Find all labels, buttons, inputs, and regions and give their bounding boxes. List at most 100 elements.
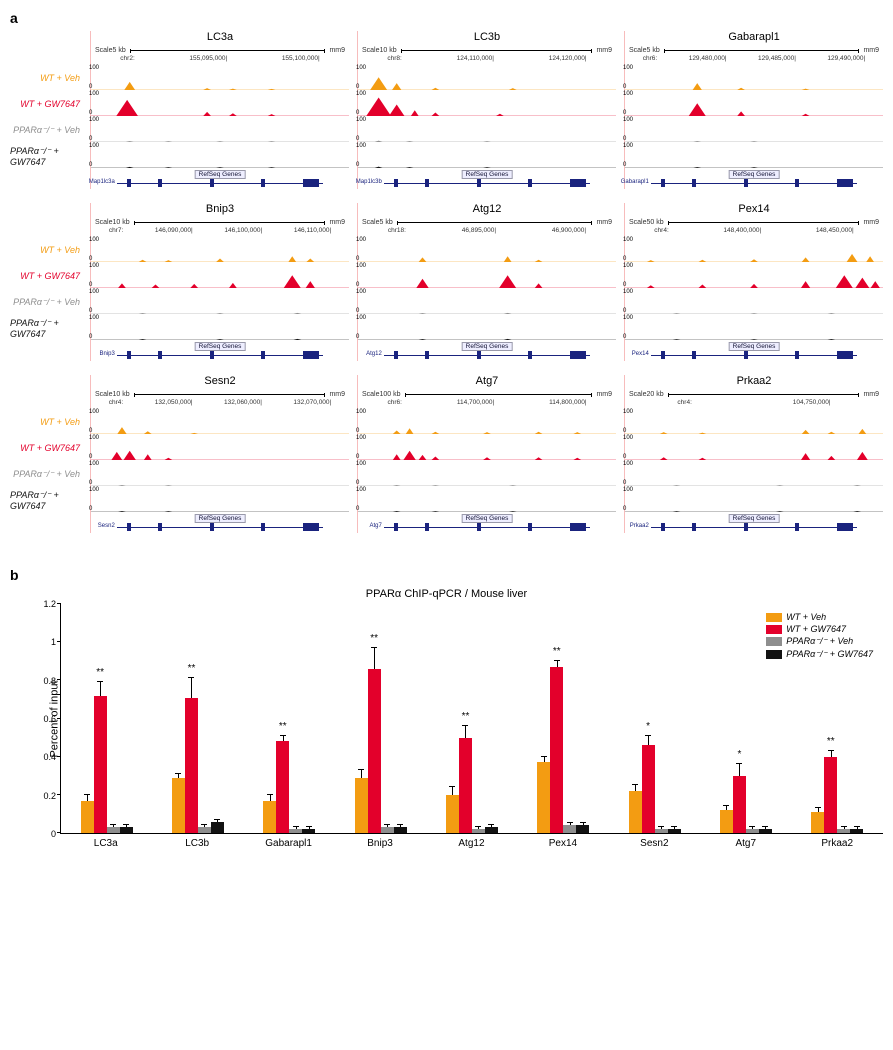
scale-row: Scale10 kbmm9 [91, 389, 349, 399]
chipseq-track: 1000 [91, 263, 349, 289]
gene-title: LC3a [91, 31, 349, 45]
gene-title: Pex14 [625, 203, 883, 217]
bar [198, 827, 211, 833]
coord-row: chr7:146,090,000|146,100,000|146,110,000… [91, 227, 349, 237]
coord-row: chr4:148,400,000|148,450,000| [625, 227, 883, 237]
refseq-track: RefSeq GenesAtg12 [358, 341, 616, 361]
condition-label: PPARα⁻/⁻ + Veh [10, 117, 82, 143]
significance-marker: ** [96, 667, 104, 678]
bar: ** [459, 738, 472, 833]
chipseq-track: 1000 [625, 91, 883, 117]
coord-row: chr6:129,480,000|129,485,000|129,490,000… [625, 55, 883, 65]
bar-group: ** [244, 604, 335, 833]
bar-group: * [609, 604, 700, 833]
gene-panel: Sesn2Scale10 kbmm9chr4:132,050,000|132,0… [90, 375, 349, 533]
gene-panel: LC3aScale5 kbmm9chr2:155,095,000|155,100… [90, 31, 349, 189]
bar [81, 801, 94, 833]
chipseq-track: 1000 [625, 409, 883, 435]
chipseq-track: 1000 [625, 289, 883, 315]
refseq-track: RefSeq GenesMap1lc3b [358, 169, 616, 189]
y-tick-label: 0.6 [43, 714, 56, 724]
condition-labels: WT + VehWT + GW7647PPARα⁻/⁻ + VehPPARα⁻/… [10, 375, 82, 533]
chipseq-track: 1000 [91, 143, 349, 169]
chipseq-track: 1000 [91, 487, 349, 513]
significance-marker: * [738, 749, 742, 760]
bar [120, 827, 133, 833]
y-tick-label: 0.4 [43, 752, 56, 762]
gene-title: LC3b [358, 31, 616, 45]
significance-marker: * [646, 721, 650, 732]
bar-group: ** [426, 604, 517, 833]
refseq-track: RefSeq GenesBnip3 [91, 341, 349, 361]
bar [172, 778, 185, 833]
condition-label: WT + Veh [10, 65, 82, 91]
bar [720, 810, 733, 833]
condition-label: WT + GW7647 [10, 435, 82, 461]
gene-title: Bnip3 [91, 203, 349, 217]
x-axis-label: Gabarapl1 [243, 834, 334, 849]
y-tick-label: 0.2 [43, 791, 56, 801]
gene-panel: Pex14Scale50 kbmm9chr4:148,400,000|148,4… [624, 203, 883, 361]
panel-b-label: b [10, 567, 883, 583]
condition-label: PPARα⁻/⁻ + Veh [10, 461, 82, 487]
bar-group: ** [792, 604, 883, 833]
refseq-track: RefSeq GenesMap1lc3a [91, 169, 349, 189]
gene-panel: LC3bScale10 kbmm9chr8:124,110,000|124,12… [357, 31, 616, 189]
bar-group: ** [518, 604, 609, 833]
bar [355, 778, 368, 833]
chipseq-track: 1000 [358, 315, 616, 341]
chipseq-track: 1000 [91, 461, 349, 487]
gene-panel: Atg7Scale100 kbmm9chr6:114,700,000|114,8… [357, 375, 616, 533]
bar: * [642, 745, 655, 833]
refseq-track: RefSeq GenesPex14 [625, 341, 883, 361]
x-axis-labels: LC3aLC3bGabarapl1Bnip3Atg12Pex14Sesn2Atg… [60, 834, 883, 849]
panel-a: WT + VehWT + GW7647PPARα⁻/⁻ + VehPPARα⁻/… [10, 31, 883, 547]
bar: * [733, 776, 746, 833]
bar [485, 827, 498, 833]
bar [563, 825, 576, 833]
bar [394, 827, 407, 833]
bar: ** [185, 698, 198, 833]
bar: ** [824, 757, 837, 833]
browser-row: WT + VehWT + GW7647PPARα⁻/⁻ + VehPPARα⁻/… [10, 31, 883, 189]
scale-row: Scale20 kbmm9 [625, 389, 883, 399]
chipseq-track: 1000 [91, 237, 349, 263]
chipseq-track: 1000 [625, 65, 883, 91]
browser-row: WT + VehWT + GW7647PPARα⁻/⁻ + VehPPARα⁻/… [10, 203, 883, 361]
condition-label: WT + Veh [10, 237, 82, 263]
y-tick-label: 0 [51, 829, 56, 839]
browser-row: WT + VehWT + GW7647PPARα⁻/⁻ + VehPPARα⁻/… [10, 375, 883, 533]
chipseq-track: 1000 [358, 263, 616, 289]
scale-row: Scale100 kbmm9 [358, 389, 616, 399]
significance-marker: ** [188, 663, 196, 674]
x-axis-label: Pex14 [517, 834, 608, 849]
bar: ** [368, 669, 381, 833]
bar [446, 795, 459, 833]
gene-title: Atg7 [358, 375, 616, 389]
scale-row: Scale5 kbmm9 [625, 45, 883, 55]
chipseq-track: 1000 [625, 487, 883, 513]
chipseq-track: 1000 [358, 435, 616, 461]
significance-marker: ** [553, 646, 561, 657]
bar [655, 829, 668, 833]
y-tick-label: 1.2 [43, 599, 56, 609]
bar [576, 825, 589, 833]
gene-panel: Prkaa2Scale20 kbmm9chr4:104,750,000|1000… [624, 375, 883, 533]
significance-marker: ** [370, 633, 378, 644]
gene-panel: Gabarapl1Scale5 kbmm9chr6:129,480,000|12… [624, 31, 883, 189]
condition-label: WT + Veh [10, 409, 82, 435]
scale-row: Scale5 kbmm9 [91, 45, 349, 55]
chipseq-track: 1000 [358, 237, 616, 263]
x-axis-label: Sesn2 [609, 834, 700, 849]
bar [211, 822, 224, 833]
chipseq-track: 1000 [358, 91, 616, 117]
coord-row: chr18:46,895,000|46,900,000| [358, 227, 616, 237]
x-axis-label: Atg7 [700, 834, 791, 849]
chipseq-track: 1000 [91, 435, 349, 461]
chipseq-track: 1000 [91, 91, 349, 117]
chipseq-track: 1000 [625, 435, 883, 461]
bar [289, 829, 302, 833]
chipseq-track: 1000 [91, 289, 349, 315]
chipseq-track: 1000 [358, 487, 616, 513]
coord-row: chr6:114,700,000|114,800,000| [358, 399, 616, 409]
